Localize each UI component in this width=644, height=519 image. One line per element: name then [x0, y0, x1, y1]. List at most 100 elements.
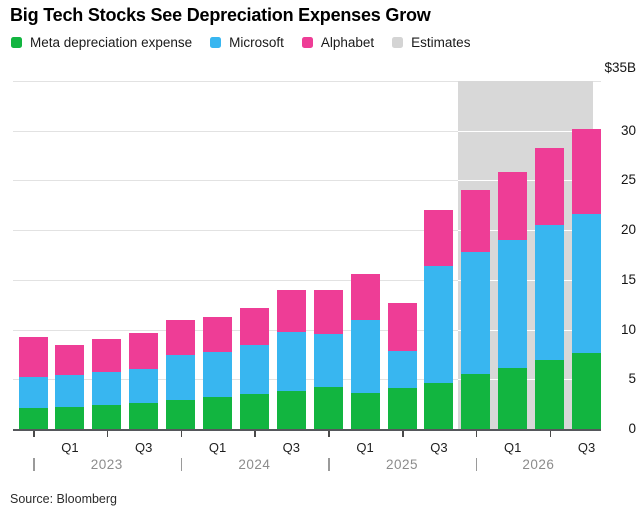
- bar-q4-2022: [18, 0, 48, 429]
- legend-item-estimates: Estimates: [392, 35, 470, 50]
- segment-meta-q3-2023: [129, 403, 159, 429]
- segment-alphabet-q1-2023: [55, 345, 85, 376]
- x-axis-tick: [402, 431, 404, 437]
- year-label-2024: 2024: [238, 457, 271, 472]
- segment-meta-q3-2026: [572, 353, 601, 429]
- bar-q3-2026: [572, 0, 601, 429]
- gridline-25: [13, 180, 601, 182]
- estimates-swatch-icon: [392, 37, 404, 48]
- bar-q1-2024: [203, 0, 232, 429]
- y-axis-label-25: 25: [620, 172, 636, 188]
- segment-alphabet-q3-2025: [424, 209, 454, 267]
- gridline-15: [13, 279, 601, 281]
- band-gridline-30: [457, 130, 593, 132]
- segment-microsoft-q1-2023: [55, 375, 85, 407]
- segment-alphabet-q1-2025: [350, 273, 380, 320]
- segment-microsoft-q3-2025: [424, 266, 454, 383]
- x-axis-label-q3-1: Q3: [135, 440, 153, 455]
- legend-label-microsoft: Microsoft: [229, 35, 284, 50]
- segment-alphabet-q4-2025: [461, 189, 491, 252]
- segment-microsoft-q2-2025: [387, 351, 417, 389]
- segment-meta-q2-2025: [387, 388, 417, 429]
- bar-q3-2023: [129, 0, 159, 429]
- year-separator: [328, 458, 330, 471]
- x-axis-label-q3-5: Q3: [430, 440, 448, 455]
- meta-swatch-icon: [11, 37, 22, 48]
- bar-q4-2024: [313, 0, 343, 429]
- segment-meta-q1-2026: [498, 368, 528, 429]
- segment-alphabet-q2-2024: [239, 307, 269, 345]
- segment-meta-q2-2026: [535, 360, 565, 429]
- segment-alphabet-q2-2026: [535, 147, 565, 226]
- segment-microsoft-q1-2025: [350, 319, 380, 393]
- segment-alphabet-q2-2023: [92, 339, 122, 373]
- y-axis-label-10: 10: [620, 321, 636, 337]
- bar-q3-2025: [424, 0, 454, 429]
- segment-microsoft-q1-2024: [203, 352, 232, 397]
- segment-microsoft-q4-2023: [166, 354, 196, 401]
- bar-q4-2023: [166, 0, 196, 429]
- legend-label-meta: Meta depreciation expense: [30, 35, 193, 50]
- segment-microsoft-q2-2026: [535, 225, 565, 361]
- legend-label-estimates: Estimates: [411, 35, 471, 50]
- segment-meta-q3-2025: [424, 382, 454, 429]
- segment-alphabet-q1-2026: [498, 172, 528, 241]
- x-axis-tick: [549, 431, 552, 437]
- segment-alphabet-q3-2024: [276, 289, 306, 332]
- segment-meta-q3-2024: [276, 390, 306, 429]
- legend: Meta depreciation expense Microsoft Alph…: [11, 35, 470, 50]
- x-axis-label-q1-4: Q1: [356, 440, 374, 455]
- segment-alphabet-q3-2026: [572, 128, 601, 215]
- x-axis-tick: [475, 431, 478, 437]
- legend-item-alphabet: Alphabet: [301, 35, 375, 50]
- y-axis-top-label: $35B: [604, 60, 636, 75]
- segment-microsoft-q4-2024: [313, 333, 343, 387]
- year-separator: [180, 458, 183, 471]
- year-label-2026: 2026: [522, 457, 555, 472]
- x-axis-label-q1-2: Q1: [208, 440, 227, 455]
- x-axis-label-q3-3: Q3: [282, 440, 300, 455]
- segment-alphabet-q2-2025: [387, 302, 417, 352]
- segment-microsoft-q3-2024: [276, 331, 306, 391]
- microsoft-swatch-icon: [210, 37, 222, 48]
- y-axis-label-30: 30: [620, 122, 636, 138]
- bar-q2-2024: [239, 0, 269, 429]
- bar-q1-2025: [350, 0, 380, 429]
- gridline-5: [13, 379, 601, 381]
- gridline-35: [13, 81, 601, 82]
- x-axis-label-q3-7: Q3: [577, 440, 596, 455]
- x-axis-line: [13, 429, 601, 431]
- bar-q3-2024: [276, 0, 306, 429]
- legend-label-alphabet: Alphabet: [320, 35, 375, 50]
- segment-meta-q2-2023: [92, 405, 122, 429]
- bar-q2-2023: [92, 0, 122, 429]
- year-label-2023: 2023: [90, 457, 123, 472]
- year-label-2025: 2025: [385, 457, 419, 472]
- y-axis-label-0: 0: [628, 421, 636, 436]
- source-note: Source: Bloomberg: [10, 492, 118, 506]
- segment-alphabet-q4-2022: [18, 336, 48, 378]
- year-separator: [475, 458, 478, 471]
- legend-item-meta: Meta depreciation expense: [11, 35, 192, 50]
- segment-microsoft-q1-2026: [498, 240, 528, 369]
- segment-alphabet-q3-2023: [129, 332, 159, 370]
- segment-meta-q4-2023: [166, 400, 196, 429]
- bar-q2-2025: [387, 0, 417, 429]
- chart-title: Big Tech Stocks See Depreciation Expense…: [10, 5, 431, 25]
- y-axis-label-15: 15: [620, 271, 636, 287]
- segment-meta-q1-2024: [203, 396, 232, 429]
- segment-microsoft-q2-2024: [239, 344, 269, 395]
- alphabet-swatch-icon: [301, 37, 313, 48]
- segment-meta-q1-2023: [55, 406, 85, 429]
- y-axis-label-5: 5: [628, 371, 636, 387]
- segment-microsoft-q4-2022: [18, 377, 48, 408]
- x-axis-tick: [328, 431, 330, 437]
- gridline-20: [13, 230, 601, 232]
- segment-alphabet-q1-2024: [203, 316, 232, 353]
- segment-meta-q4-2024: [313, 386, 343, 429]
- x-axis-tick: [106, 431, 109, 437]
- bar-q4-2025: [461, 0, 491, 429]
- segment-microsoft-q3-2023: [129, 369, 159, 404]
- gridline-30: [13, 130, 601, 132]
